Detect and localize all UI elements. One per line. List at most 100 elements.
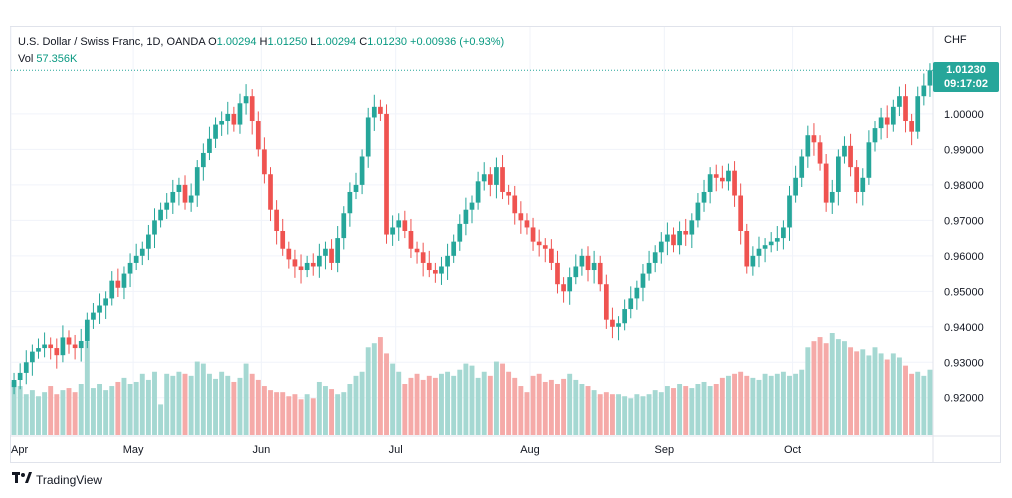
x-tick-label: Aug bbox=[520, 444, 540, 456]
volume-bar bbox=[347, 384, 353, 435]
candle-body bbox=[860, 177, 866, 192]
volume-bar bbox=[408, 377, 414, 435]
candle-body bbox=[164, 202, 170, 210]
low-label: L bbox=[310, 36, 317, 48]
volume-bar bbox=[805, 347, 811, 435]
candle-body bbox=[524, 220, 530, 228]
candle-body bbox=[744, 231, 750, 267]
volume-bar bbox=[524, 392, 530, 435]
candle-body bbox=[371, 106, 377, 118]
volume-bar bbox=[384, 353, 389, 435]
volume-bar bbox=[872, 347, 878, 435]
volume-bar bbox=[78, 384, 84, 435]
candle-body bbox=[799, 156, 805, 178]
volume-bar bbox=[842, 341, 847, 435]
candle-body bbox=[549, 248, 554, 263]
volume-bar bbox=[329, 389, 335, 435]
volume-bar bbox=[616, 394, 621, 435]
candle-body bbox=[341, 213, 347, 239]
last-price-tag: 1.01230 09:17:02 bbox=[933, 62, 999, 92]
volume-bar bbox=[756, 379, 762, 435]
volume-bar bbox=[426, 375, 432, 435]
candle-body bbox=[805, 135, 811, 157]
candle-body bbox=[249, 96, 255, 122]
candle-body bbox=[378, 106, 383, 114]
y-tick-label: 1.00000 bbox=[944, 109, 984, 121]
candle-body bbox=[573, 266, 579, 278]
candle-body bbox=[97, 305, 102, 313]
volume-bar bbox=[481, 371, 487, 435]
candle-body bbox=[451, 241, 457, 256]
volume-bar bbox=[506, 371, 512, 435]
volume-value: 57.356K bbox=[36, 53, 78, 65]
volume-bar bbox=[432, 377, 438, 435]
volume-bar bbox=[713, 384, 719, 435]
candle-body bbox=[689, 220, 695, 235]
candle-body bbox=[78, 340, 84, 349]
volume-bar bbox=[420, 379, 426, 435]
candle-body bbox=[823, 163, 829, 203]
candle-body bbox=[817, 142, 823, 164]
x-tick-label: Jul bbox=[389, 444, 403, 456]
volume-bar bbox=[90, 388, 96, 435]
volume-bar bbox=[335, 394, 341, 435]
candle-body bbox=[445, 255, 450, 267]
volume-bar bbox=[518, 386, 524, 435]
candle-body bbox=[591, 262, 597, 271]
candle-body bbox=[701, 191, 707, 203]
candle-body bbox=[103, 298, 108, 306]
volume-bar bbox=[29, 390, 35, 435]
volume-bar bbox=[561, 378, 567, 435]
volume-bar bbox=[280, 392, 286, 435]
candle-body bbox=[48, 344, 54, 349]
candle-body bbox=[225, 113, 231, 122]
volume-bar bbox=[170, 375, 176, 435]
volume-bar bbox=[725, 375, 731, 435]
candle-body bbox=[774, 238, 780, 242]
volume-bar bbox=[97, 384, 102, 435]
candle-body bbox=[665, 234, 670, 242]
volume-bar bbox=[884, 359, 890, 435]
candle-body bbox=[84, 319, 90, 341]
volume-bar bbox=[689, 388, 695, 435]
volume-bar bbox=[732, 373, 738, 435]
volume-bar bbox=[860, 349, 866, 435]
candle-body bbox=[903, 96, 908, 122]
candle-body bbox=[146, 234, 151, 249]
x-tick-label: Jun bbox=[252, 444, 270, 456]
volume-bar bbox=[304, 394, 310, 435]
volume-bar bbox=[500, 363, 505, 435]
candle-body bbox=[585, 255, 591, 271]
candle-body bbox=[66, 337, 72, 345]
candle-body bbox=[298, 266, 304, 271]
candle-body bbox=[109, 280, 115, 299]
volume-bar bbox=[451, 375, 457, 435]
candle-body bbox=[512, 195, 518, 214]
volume-bar bbox=[915, 371, 921, 435]
symbol-title[interactable]: U.S. Dollar / Swiss Franc, 1D, OANDA bbox=[18, 36, 206, 48]
volume-bar bbox=[866, 355, 872, 435]
y-tick-label: 0.94000 bbox=[944, 322, 984, 334]
candle-body bbox=[335, 238, 341, 263]
volume-bar bbox=[890, 353, 896, 435]
candle-body bbox=[200, 152, 206, 168]
candle-body bbox=[237, 103, 243, 125]
volume-bar bbox=[701, 381, 707, 435]
volume-bar bbox=[750, 377, 756, 435]
candle-body bbox=[414, 248, 420, 253]
candle-body bbox=[274, 209, 279, 231]
candle-body bbox=[616, 323, 621, 327]
tradingview-branding[interactable]: TradingView bbox=[12, 472, 102, 487]
candle-body bbox=[695, 202, 701, 221]
candle-body bbox=[555, 262, 560, 285]
candle-body bbox=[463, 209, 469, 224]
volume-bar bbox=[695, 384, 701, 435]
volume-bar bbox=[341, 392, 347, 435]
candle-body bbox=[323, 248, 328, 256]
candle-body bbox=[127, 262, 133, 274]
volume-bar bbox=[127, 384, 133, 435]
candle-body bbox=[927, 70, 933, 86]
volume-bar bbox=[469, 365, 475, 435]
volume-bar bbox=[671, 388, 676, 435]
